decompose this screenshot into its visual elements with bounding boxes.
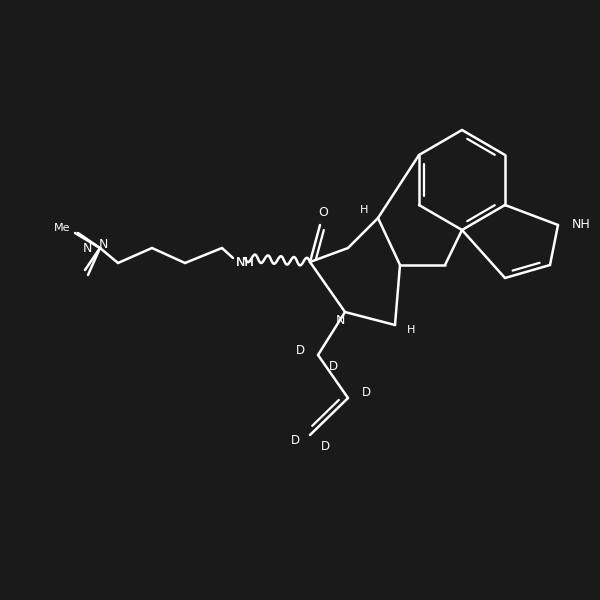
Text: D: D [320, 440, 329, 454]
Text: N: N [83, 241, 92, 254]
Text: N: N [98, 238, 107, 251]
Text: O: O [318, 206, 328, 220]
Text: H: H [359, 205, 368, 215]
Text: N: N [335, 313, 344, 326]
Text: D: D [361, 386, 371, 400]
Text: D: D [290, 433, 299, 446]
Text: NH: NH [572, 218, 591, 232]
Text: D: D [328, 361, 338, 373]
Text: NH: NH [236, 257, 254, 269]
Text: D: D [295, 343, 305, 356]
Text: H: H [407, 325, 415, 335]
Text: NH: NH [236, 257, 254, 269]
Text: Me: Me [53, 223, 70, 233]
